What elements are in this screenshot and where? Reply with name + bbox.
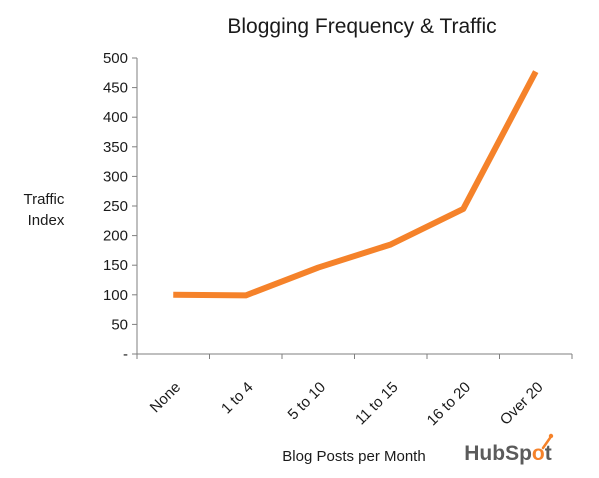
y-tick-label: 250	[103, 198, 128, 215]
y-tick-label: 400	[103, 109, 128, 126]
x-tick-label: Over 20	[497, 379, 547, 429]
y-tick-label: 350	[103, 139, 128, 156]
y-tick-label: 50	[111, 316, 128, 333]
x-axis: None 1 to 4 5 to 10 11 to 15 16 to 20 Over 20	[136, 353, 573, 429]
x-tick-label: 1 to 4	[218, 379, 257, 418]
x-tick-label: 16 to 20	[424, 379, 474, 429]
logo-text-b: t	[545, 442, 552, 465]
y-tick-label: 300	[103, 168, 128, 185]
x-tick-label: 11 to 15	[352, 379, 402, 429]
chart-title: Blogging Frequency & Traffic	[227, 15, 496, 38]
y-tick-label: 500	[103, 50, 128, 67]
y-axis-label-line-1: Traffic	[23, 191, 64, 208]
logo-text-a: HubSp	[464, 442, 532, 465]
y-tick-label: 100	[103, 287, 128, 304]
y-tick-label: 450	[103, 80, 128, 97]
x-tick-label: None	[147, 379, 184, 416]
y-axis-label-line-2: Index	[28, 212, 65, 229]
sprocket-icon	[541, 433, 554, 450]
svg-text:HubSpot: HubSpot	[464, 442, 551, 465]
y-tick-label: 150	[103, 257, 128, 274]
y-axis: - 50 100 150 200 250 300 350 400 450 500	[103, 50, 138, 363]
x-axis-label: Blog Posts per Month	[282, 448, 425, 465]
logo-sprocket-o: o	[532, 442, 545, 465]
x-tick-label: 5 to 10	[285, 379, 329, 423]
series-traffic-index	[173, 70, 539, 299]
hubspot-logo: HubSpot	[464, 433, 554, 465]
y-tick-label: 200	[103, 228, 128, 245]
y-tick-label: -	[123, 346, 128, 363]
y-axis-label: Traffic Index	[23, 191, 68, 229]
series-line	[173, 70, 539, 299]
